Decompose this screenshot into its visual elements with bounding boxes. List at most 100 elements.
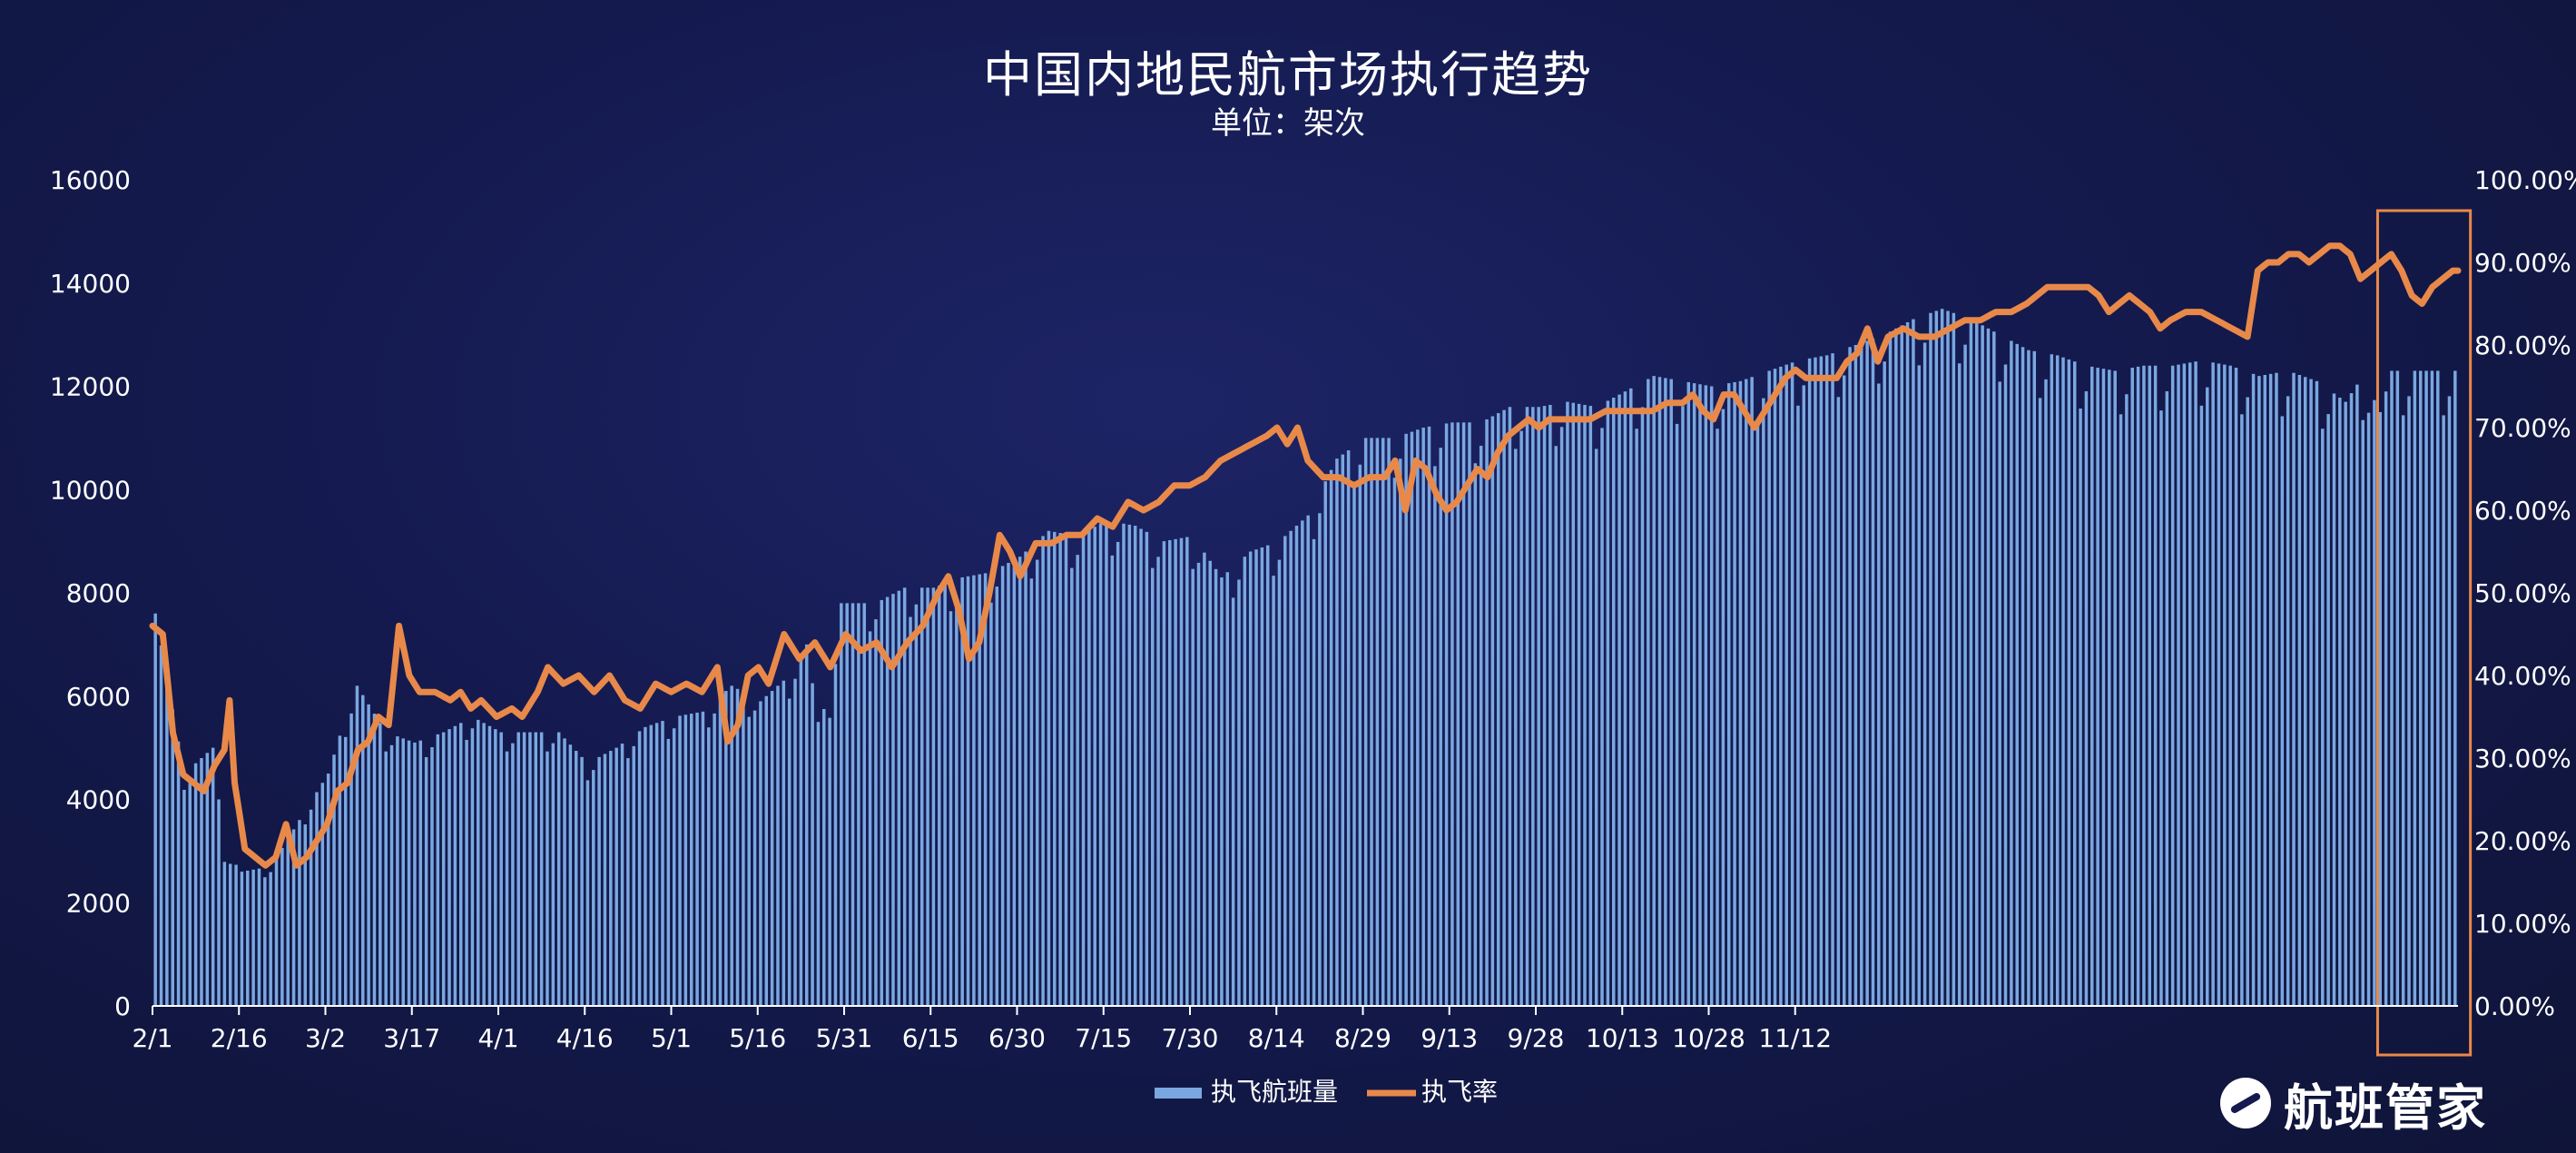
bar <box>1289 530 1293 1006</box>
bar <box>804 644 809 1007</box>
bar <box>1525 407 1529 1006</box>
bar <box>2326 414 2330 1007</box>
bar <box>217 799 221 1006</box>
bar <box>1934 310 1939 1007</box>
bar <box>182 789 186 1006</box>
bar <box>1514 448 1518 1006</box>
bar <box>1479 446 1483 1006</box>
bar <box>1427 426 1431 1006</box>
bar <box>1519 430 1523 1006</box>
bar <box>1709 386 1714 1006</box>
bar <box>2153 365 2158 1006</box>
brand-name: 航班管家 <box>2284 1079 2487 1137</box>
bar <box>2130 368 2134 1006</box>
bar <box>1664 378 1667 1006</box>
bar <box>522 732 526 1006</box>
bar <box>1554 446 1558 1006</box>
bar <box>499 732 503 1006</box>
y-left-tick-label: 2000 <box>66 888 131 918</box>
bar <box>1900 325 1903 1006</box>
x-tick-label: 9/28 <box>1508 1023 1565 1053</box>
bar <box>1549 404 1552 1007</box>
y-right-tick-label: 0.00% <box>2474 991 2555 1021</box>
bar <box>263 877 267 1006</box>
bar <box>949 611 953 1006</box>
bar <box>1883 361 1886 1006</box>
bar <box>574 751 578 1006</box>
x-tick-label: 3/2 <box>305 1023 346 1053</box>
x-tick-label: 10/13 <box>1586 1023 1659 1053</box>
bar <box>1098 523 1103 1006</box>
bar <box>2113 370 2117 1006</box>
x-tick-label: 6/15 <box>902 1023 959 1053</box>
bar <box>453 725 457 1006</box>
bar <box>885 596 890 1006</box>
bar <box>269 872 272 1006</box>
bar <box>972 575 976 1006</box>
bar <box>1473 463 1478 1006</box>
y-left-tick-label: 0 <box>114 991 131 1021</box>
bar <box>1105 520 1108 1007</box>
bar <box>2297 374 2302 1006</box>
bar <box>1946 310 1950 1007</box>
bar <box>1272 576 1275 1006</box>
bar <box>2442 415 2445 1006</box>
bar <box>2234 368 2238 1006</box>
y-left-tick-label: 12000 <box>50 372 131 402</box>
x-tick-label: 3/17 <box>383 1023 440 1053</box>
bar <box>2044 379 2048 1006</box>
bar <box>1853 345 1858 1006</box>
bar <box>666 738 671 1006</box>
bar <box>822 708 826 1006</box>
bar <box>1755 419 1760 1006</box>
bar <box>1179 537 1184 1006</box>
y-right-tick-label: 80.00% <box>2474 330 2571 360</box>
bar <box>931 587 936 1006</box>
bar <box>1940 309 1944 1006</box>
bar <box>1035 559 1039 1006</box>
bar <box>280 847 284 1006</box>
bar <box>528 732 532 1006</box>
bar <box>372 714 377 1006</box>
bar <box>2263 374 2267 1006</box>
bar <box>1231 597 1235 1006</box>
bar <box>551 743 556 1006</box>
y-left-tick-label: 4000 <box>66 785 131 815</box>
bar <box>257 868 261 1006</box>
bar <box>1577 403 1581 1007</box>
bar <box>338 735 342 1006</box>
bar <box>1824 355 1829 1007</box>
bar <box>2217 363 2221 1007</box>
bar <box>1531 407 1535 1006</box>
bar <box>315 792 319 1006</box>
bar <box>1640 407 1645 1006</box>
bar <box>2453 370 2457 1006</box>
y-left-tick-label: 6000 <box>66 682 131 712</box>
bar <box>752 710 757 1006</box>
bar <box>1110 555 1115 1006</box>
chart-subtitle: 单位：架次 <box>1211 105 1365 142</box>
bar <box>644 726 647 1007</box>
bar <box>1975 321 1979 1007</box>
bar <box>747 716 751 1006</box>
bar <box>689 714 693 1006</box>
bar <box>615 747 618 1007</box>
x-tick-label: 5/1 <box>651 1023 692 1053</box>
bar <box>1606 400 1610 1006</box>
bar <box>1738 380 1743 1006</box>
bar <box>620 744 624 1006</box>
bar <box>1588 406 1593 1006</box>
bar <box>1468 422 1471 1006</box>
bar <box>683 714 688 1006</box>
bar <box>1969 319 1973 1006</box>
bar <box>983 573 988 1006</box>
bar <box>1421 428 1425 1006</box>
bar <box>1370 438 1373 1007</box>
ratio-line <box>149 242 2462 869</box>
bar <box>1496 413 1500 1006</box>
bar <box>2268 373 2273 1007</box>
bar <box>2447 396 2452 1006</box>
bar <box>2188 362 2192 1007</box>
bar <box>2125 394 2129 1006</box>
bar <box>597 756 601 1006</box>
